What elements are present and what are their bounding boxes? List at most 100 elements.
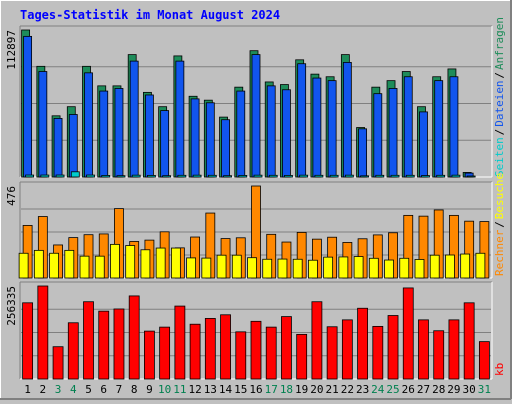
panel-requests: 112897 [5, 25, 493, 178]
x-label-6: 6 [100, 383, 107, 396]
x-label-5: 5 [85, 383, 92, 396]
bar-visits-rechner-18 [277, 258, 288, 279]
bar-requests-dateien-24 [373, 93, 383, 178]
bar-visits-rechner-3 [49, 252, 59, 279]
bar-requests-seiten-1 [25, 174, 35, 178]
legend-separator-3: / [493, 221, 506, 228]
bar-requests-seiten-24 [375, 174, 385, 178]
bar-requests-dateien-20 [312, 77, 322, 178]
bar-requests-seiten-28 [436, 174, 446, 178]
bar-requests-dateien-10 [160, 110, 170, 178]
x-label-12: 12 [188, 383, 201, 396]
bar-requests-dateien-22 [342, 62, 352, 178]
bar-kbytes-kb-10 [159, 326, 171, 380]
bar-visits-rechner-4 [64, 249, 75, 279]
bar-requests-dateien-7 [114, 88, 124, 178]
bar-requests-seiten-27 [421, 175, 430, 178]
bar-visits-rechner-7 [110, 243, 120, 279]
bar-requests-dateien-5 [84, 72, 93, 178]
x-label-31: 31 [478, 383, 491, 396]
bar-requests-dateien-11 [175, 60, 185, 178]
bar-visits-rechner-22 [338, 256, 349, 279]
x-label-26: 26 [402, 383, 415, 396]
bar-kbytes-kb-21 [326, 326, 338, 380]
bar-visits-rechner-15 [231, 254, 242, 279]
bar-kbytes-kb-17 [265, 326, 277, 380]
x-label-15: 15 [234, 383, 247, 396]
bar-requests-dateien-17 [266, 85, 276, 178]
bar-requests-dateien-29 [449, 76, 459, 178]
bar-requests-seiten-17 [268, 174, 278, 178]
bar-visits-rechner-29 [445, 254, 455, 279]
bar-kbytes-kb-5 [83, 301, 94, 380]
x-label-27: 27 [417, 383, 430, 396]
bar-kbytes-kb-26 [402, 287, 414, 380]
x-label-23: 23 [356, 383, 369, 396]
x-label-13: 13 [204, 383, 217, 396]
x-label-8: 8 [131, 383, 138, 396]
legend-kb: kb [493, 363, 506, 376]
bar-kbytes-kb-25 [387, 315, 399, 380]
bar-requests-seiten-15 [238, 175, 248, 178]
bar-requests-dateien-21 [327, 80, 337, 178]
bar-requests-seiten-18 [284, 175, 293, 178]
bar-visits-rechner-24 [368, 257, 379, 279]
legend-rechner: Rechner [493, 229, 506, 276]
bar-kbytes-kb-13 [204, 318, 216, 380]
bar-requests-dateien-6 [99, 90, 109, 178]
bar-visits-rechner-31 [475, 252, 486, 279]
legend-anfragen: Anfragen [493, 17, 506, 70]
bar-kbytes-kb-7 [113, 308, 125, 380]
bar-visits-rechner-12 [186, 257, 196, 279]
bar-requests-dateien-28 [434, 80, 444, 178]
legend-separator-1: / [493, 129, 506, 136]
bar-kbytes-kb-22 [341, 319, 353, 380]
bar-visits-rechner-30 [460, 253, 471, 279]
bar-requests-seiten-7 [116, 175, 126, 178]
bar-requests-dateien-8 [129, 60, 139, 178]
panel-visits: 476 [5, 181, 493, 279]
bar-visits-rechner-26 [399, 257, 410, 279]
legend-besuche: Besuche [493, 173, 506, 219]
bar-requests-seiten-25 [390, 174, 400, 178]
x-label-24: 24 [371, 383, 385, 396]
bar-requests-seiten-9 [147, 175, 156, 178]
bar-kbytes-kb-2 [37, 285, 49, 380]
bar-visits-rechner-8 [125, 245, 136, 279]
bar-requests-seiten-4 [70, 171, 80, 178]
bar-requests-seiten-16 [253, 174, 263, 178]
bar-requests-dateien-23 [358, 128, 367, 178]
bar-visits-rechner-11 [170, 247, 181, 279]
bar-requests-seiten-8 [131, 174, 141, 178]
bar-kbytes-kb-8 [128, 295, 140, 380]
bar-kbytes-kb-9 [144, 330, 155, 380]
bar-kbytes-kb-31 [478, 341, 490, 380]
panel-visits-max-label: 476 [5, 186, 18, 206]
bar-requests-seiten-21 [329, 174, 339, 178]
bar-visits-rechner-20 [308, 259, 318, 279]
panel-requests-max-label: 112897 [5, 30, 18, 70]
bar-kbytes-kb-15 [235, 331, 247, 380]
bar-requests-seiten-29 [451, 174, 461, 178]
bar-kbytes-kb-23 [357, 307, 368, 380]
bar-requests-seiten-12 [192, 174, 202, 178]
x-label-19: 19 [295, 383, 308, 396]
bar-requests-seiten-5 [86, 174, 95, 178]
bar-requests-dateien-3 [53, 118, 63, 178]
bar-visits-rechner-10 [155, 247, 166, 279]
bar-kbytes-kb-14 [220, 314, 231, 380]
bar-visits-rechner-28 [429, 254, 440, 279]
bar-visits-rechner-6 [94, 255, 105, 279]
bar-requests-seiten-14 [223, 175, 232, 178]
bar-requests-seiten-2 [40, 174, 50, 178]
bar-visits-rechner-14 [216, 254, 227, 279]
bar-visits-rechner-2 [33, 249, 44, 279]
bar-requests-dateien-13 [205, 102, 215, 178]
bar-kbytes-kb-28 [433, 330, 445, 380]
x-label-29: 29 [447, 383, 460, 396]
bar-requests-dateien-1 [23, 35, 33, 178]
x-label-4: 4 [70, 383, 77, 396]
x-axis-labels: 1 2 3 4 5 6 7 8 9 10 11 12 13 14 15 16 17 18 19 20 21 22 23 24 2… [24, 383, 491, 396]
